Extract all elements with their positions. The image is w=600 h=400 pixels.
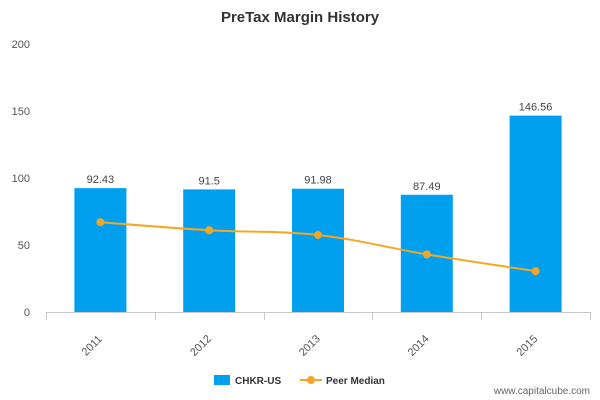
bar-series <box>74 115 562 313</box>
legend-swatch-chkr <box>214 375 230 385</box>
x-tick-label: 2011 <box>80 333 105 358</box>
data-label: 87.49 <box>413 181 441 193</box>
peer-median-point[interactable] <box>96 218 105 227</box>
data-label: 92.43 <box>87 174 115 186</box>
x-tick-label: 2014 <box>406 333 432 359</box>
y-tick-label: 100 <box>12 173 30 185</box>
x-axis: 2011 2012 2013 2014 2015 <box>46 312 591 359</box>
y-tick-label: 150 <box>12 106 30 118</box>
y-tick-label: 50 <box>18 240 30 252</box>
data-label: 146.56 <box>519 102 553 114</box>
chart-title: PreTax Margin History <box>221 9 380 26</box>
data-label: 91.98 <box>304 175 332 187</box>
bar[interactable] <box>509 115 562 313</box>
data-labels: 92.43 91.5 91.98 87.49 146.56 <box>87 102 553 193</box>
legend-label-chkr: CHKR-US <box>235 376 281 387</box>
x-tick-label: 2013 <box>297 333 323 359</box>
bar[interactable] <box>183 189 236 312</box>
peer-median-point[interactable] <box>531 267 540 276</box>
watermark: www.capitalcube.com <box>493 386 590 397</box>
peer-median-series <box>96 218 540 276</box>
x-tick-label: 2012 <box>188 333 214 359</box>
legend-label-peer: Peer Median <box>326 376 385 387</box>
data-label: 91.5 <box>198 175 219 187</box>
peer-median-point[interactable] <box>314 230 322 239</box>
peer-median-point[interactable] <box>205 226 214 235</box>
y-tick-label: 0 <box>24 307 30 319</box>
y-tick-label: 200 <box>12 39 30 51</box>
peer-median-point[interactable] <box>422 250 431 259</box>
y-axis: 0 50 100 150 200 <box>12 39 30 319</box>
legend-swatch-peer-marker <box>307 376 315 384</box>
bar[interactable] <box>292 188 344 312</box>
legend[interactable]: CHKR-US Peer Median <box>214 375 385 387</box>
bar[interactable] <box>74 188 127 312</box>
x-tick-label: 2015 <box>515 333 541 359</box>
